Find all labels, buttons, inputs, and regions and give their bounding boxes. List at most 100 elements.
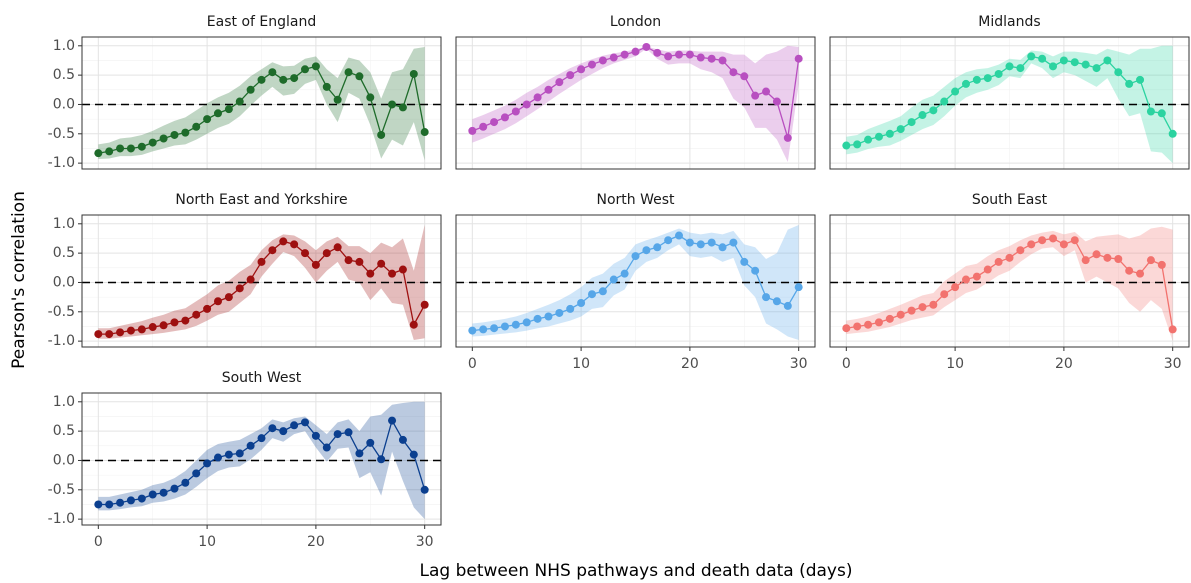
point: [544, 312, 553, 321]
point: [235, 284, 244, 293]
x-tick-label: 20: [1055, 356, 1073, 372]
point: [729, 238, 738, 247]
point: [290, 240, 299, 249]
point: [1049, 62, 1058, 71]
point: [192, 310, 201, 319]
panel-border: [829, 36, 1190, 170]
y-tick-label: 0.5: [53, 245, 75, 261]
point: [1103, 253, 1112, 262]
y-tick-label: 1.0: [53, 38, 75, 54]
x-tick-label: 30: [790, 356, 808, 372]
panel-title: East of England: [207, 14, 316, 30]
y-tick-label: 0.0: [53, 452, 75, 468]
point: [555, 78, 564, 87]
point: [929, 300, 938, 309]
point: [762, 293, 771, 302]
point: [105, 500, 114, 509]
point: [148, 323, 157, 332]
point: [126, 326, 135, 335]
point: [94, 500, 103, 509]
point: [653, 243, 662, 252]
point: [224, 105, 233, 114]
y-tick-label: 1.0: [53, 216, 75, 232]
point: [322, 82, 331, 91]
point: [718, 243, 727, 252]
point: [344, 256, 353, 265]
confidence-band: [472, 224, 799, 340]
point: [751, 266, 760, 275]
point: [685, 50, 694, 59]
point: [170, 130, 179, 139]
point: [587, 60, 596, 69]
point: [1092, 64, 1101, 73]
point: [203, 115, 212, 124]
point: [398, 265, 407, 274]
point: [311, 260, 320, 269]
panel-border: [829, 214, 1190, 348]
panel-border: [455, 36, 816, 170]
point: [864, 320, 873, 329]
confidence-band: [846, 45, 1173, 164]
point: [268, 424, 277, 433]
point: [587, 290, 596, 299]
point: [707, 238, 716, 247]
point: [1168, 325, 1177, 334]
point: [675, 50, 684, 59]
point: [1168, 129, 1177, 138]
panel-title: Midlands: [978, 14, 1040, 30]
y-tick-label: -0.5: [48, 482, 75, 498]
point: [257, 257, 266, 266]
point: [311, 62, 320, 71]
point: [874, 132, 883, 141]
point: [642, 246, 651, 255]
point: [279, 427, 288, 436]
point: [994, 69, 1003, 78]
x-tick-label: 20: [307, 534, 325, 550]
point: [409, 320, 418, 329]
point: [290, 74, 299, 83]
point: [864, 135, 873, 144]
point: [1016, 64, 1025, 73]
point: [1038, 236, 1047, 245]
point: [609, 53, 618, 62]
panel-title: South East: [972, 192, 1048, 208]
point: [500, 322, 509, 331]
point: [653, 48, 662, 57]
point: [907, 118, 916, 127]
point: [333, 430, 342, 439]
point: [1027, 240, 1036, 249]
y-tick-label: 0.0: [53, 96, 75, 112]
y-tick-label: 0.5: [53, 423, 75, 439]
point: [1125, 79, 1134, 88]
point: [355, 449, 364, 458]
point: [983, 74, 992, 83]
point: [192, 122, 201, 131]
point: [409, 69, 418, 78]
point: [148, 138, 157, 147]
point: [137, 325, 146, 334]
point: [853, 322, 862, 331]
panel-border: [81, 392, 442, 526]
point: [929, 106, 938, 115]
point: [783, 301, 792, 310]
point: [192, 469, 201, 478]
point: [1136, 75, 1145, 84]
point: [577, 65, 586, 74]
point: [1016, 246, 1025, 255]
point: [94, 330, 103, 339]
point: [126, 144, 135, 153]
x-tick-label: 30: [1164, 356, 1182, 372]
point: [885, 129, 894, 138]
point: [377, 259, 386, 268]
point: [398, 435, 407, 444]
point: [170, 484, 179, 493]
point: [322, 249, 331, 258]
point: [213, 453, 222, 462]
y-axis-label: Pearson's correlation: [9, 191, 29, 369]
point: [794, 54, 803, 63]
point: [105, 330, 114, 339]
point: [794, 283, 803, 292]
point: [598, 287, 607, 296]
point: [874, 318, 883, 327]
